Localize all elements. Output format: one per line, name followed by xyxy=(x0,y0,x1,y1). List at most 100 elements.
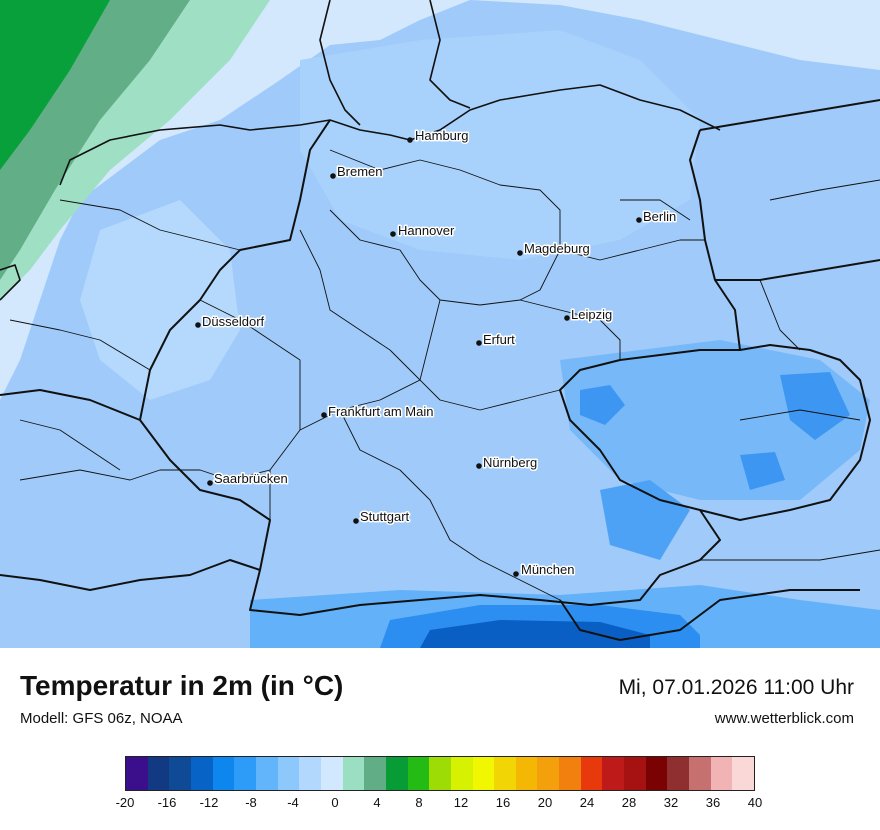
city-nuernberg[interactable]: Nürnberg xyxy=(476,454,539,472)
colorbar-tick-label: -12 xyxy=(199,795,219,810)
colorbar-segment xyxy=(126,757,148,790)
colorbar-tick-label: 24 xyxy=(579,795,595,810)
poland-border-line xyxy=(715,259,880,281)
germany-border xyxy=(139,119,741,616)
colorbar-segment xyxy=(429,757,451,790)
state-border-o xyxy=(769,179,880,201)
jutland-west-coast xyxy=(319,0,361,126)
state-border-n xyxy=(700,549,880,561)
map-canvas: Hamburg Bremen Berlin Hannover Magdeburg… xyxy=(0,0,880,648)
city-hamburg[interactable]: Hamburg xyxy=(407,127,470,145)
colorbar-tick-label: 4 xyxy=(373,795,381,810)
city-muenchen[interactable]: München xyxy=(513,561,576,579)
state-border-p xyxy=(759,279,801,351)
city-dot xyxy=(195,322,201,328)
city-stuttgart[interactable]: Stuttgart xyxy=(353,508,411,526)
city-label-muenchen: München xyxy=(521,562,574,577)
city-dot xyxy=(207,480,213,486)
cold-pocket-2 xyxy=(780,372,850,440)
colorbar-segment xyxy=(407,757,430,790)
colorbar-segment xyxy=(537,757,560,790)
colorbar-segment xyxy=(732,757,755,790)
state-border-l xyxy=(59,199,241,251)
colorbar-segment xyxy=(342,757,365,790)
city-saarbruecken[interactable]: Saarbrücken xyxy=(207,470,289,488)
city-frankfurt-am-main[interactable]: Frankfurt am Main xyxy=(321,403,435,421)
colorbar-segment xyxy=(689,757,711,790)
city-label-duesseldorf: Düsseldorf xyxy=(202,314,265,329)
austria-border xyxy=(559,589,860,641)
city-label-saarbruecken: Saarbrücken xyxy=(214,471,288,486)
state-border-j xyxy=(160,469,271,481)
colorbar-segment xyxy=(212,757,235,790)
cold-pocket-1 xyxy=(580,385,625,425)
city-dot xyxy=(564,315,570,321)
city-hannover[interactable]: Hannover xyxy=(390,222,457,240)
forecast-datetime: Mi, 07.01.2026 11:00 Uhr xyxy=(618,676,854,699)
colorbar-tick-label: 36 xyxy=(705,795,721,810)
city-erfurt[interactable]: Erfurt xyxy=(476,331,517,349)
colorbar-segment xyxy=(645,757,668,790)
czech-border-east xyxy=(699,344,871,521)
city-label-frankfurt-am-main: Frankfurt am Main xyxy=(328,404,433,419)
state-border-r xyxy=(9,319,151,371)
city-magdeburg[interactable]: Magdeburg xyxy=(517,240,591,258)
cold-pocket-3 xyxy=(740,452,785,490)
map-title: Temperatur in 2m (in °C) xyxy=(20,670,344,701)
city-label-magdeburg: Magdeburg xyxy=(524,241,590,256)
model-info: Modell: GFS 06z, NOAA xyxy=(20,710,183,727)
colorbar-tick-label: 12 xyxy=(453,795,469,810)
colorbar-segment xyxy=(710,757,733,790)
colorbar-segment xyxy=(364,757,386,790)
state-border-c xyxy=(419,299,561,411)
city-label-nuernberg: Nürnberg xyxy=(483,455,537,470)
city-label-berlin: Berlin xyxy=(643,209,676,224)
city-label-erfurt: Erfurt xyxy=(483,332,515,347)
colorbar-ticks: -20 -16 -12 -8 -4 0 4 8 12 16 20 24 28 32 36 40 xyxy=(116,795,763,815)
colorbar-tick-label: -8 xyxy=(245,795,257,810)
state-border-i xyxy=(199,299,301,430)
state-border-g xyxy=(519,299,621,360)
state-border-f xyxy=(339,409,561,601)
city-dot xyxy=(517,250,523,256)
colorbar-segment xyxy=(299,757,321,790)
city-dot xyxy=(476,463,482,469)
france-swiss-border xyxy=(0,559,261,591)
colorbar-tick-label: 16 xyxy=(495,795,511,810)
colorbar-tick-label: 0 xyxy=(331,795,339,810)
lowland-zone xyxy=(80,200,240,400)
city-bremen[interactable]: Bremen xyxy=(330,163,384,181)
poland-coast-border xyxy=(699,99,880,131)
city-label-bremen: Bremen xyxy=(337,164,383,179)
colorbar-segment xyxy=(255,757,278,790)
colorbar-segment xyxy=(277,757,300,790)
temperature-colorbar xyxy=(125,756,755,791)
colorbar-segment xyxy=(559,757,581,790)
website-link[interactable]: www.wetterblick.com xyxy=(714,710,854,727)
colorbar-segment xyxy=(667,757,690,790)
city-leipzig[interactable]: Leipzig xyxy=(564,306,614,324)
colorbar-segment xyxy=(147,757,170,790)
colorbar-tick-label: 20 xyxy=(537,795,553,810)
city-duesseldorf[interactable]: Düsseldorf xyxy=(195,313,266,331)
legend-panel: Temperatur in 2m (in °C) Modell: GFS 06z… xyxy=(0,648,880,830)
city-dot xyxy=(330,173,336,179)
temperature-map[interactable]: Hamburg Bremen Berlin Hannover Magdeburg… xyxy=(0,0,880,648)
city-dot xyxy=(353,518,359,524)
country-borders xyxy=(0,99,880,641)
city-label-leipzig: Leipzig xyxy=(571,307,612,322)
alps-coldest-zone xyxy=(420,620,650,648)
colorbar-segment xyxy=(515,757,538,790)
state-border-b xyxy=(559,239,705,261)
colorbar-segment xyxy=(169,757,191,790)
city-berlin[interactable]: Berlin xyxy=(636,208,678,226)
state-border-d xyxy=(269,379,421,520)
colorbar-segment xyxy=(624,757,646,790)
jutland-east-coast xyxy=(429,0,471,109)
colorbar-tick-label: 28 xyxy=(621,795,637,810)
belgium-border xyxy=(0,389,141,421)
city-label-hamburg: Hamburg xyxy=(415,128,468,143)
colorbar-tick-label: 8 xyxy=(415,795,423,810)
city-dot xyxy=(476,340,482,346)
colorbar-segment xyxy=(234,757,256,790)
